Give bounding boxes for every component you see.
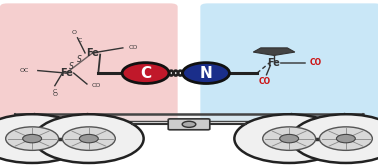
Text: O: O bbox=[52, 92, 57, 97]
Circle shape bbox=[336, 134, 355, 143]
Circle shape bbox=[291, 114, 378, 163]
Circle shape bbox=[62, 127, 115, 150]
Text: O: O bbox=[71, 30, 76, 35]
Circle shape bbox=[183, 63, 229, 83]
Ellipse shape bbox=[174, 71, 178, 76]
Circle shape bbox=[23, 134, 42, 143]
Circle shape bbox=[122, 63, 169, 83]
FancyBboxPatch shape bbox=[0, 3, 178, 121]
FancyBboxPatch shape bbox=[200, 3, 378, 121]
Text: OC: OC bbox=[20, 68, 29, 73]
FancyBboxPatch shape bbox=[168, 119, 210, 130]
Text: Fe: Fe bbox=[268, 58, 280, 68]
Polygon shape bbox=[253, 48, 295, 55]
Circle shape bbox=[182, 121, 196, 127]
Circle shape bbox=[280, 134, 299, 143]
Text: CO: CO bbox=[129, 45, 138, 50]
Text: CO: CO bbox=[259, 77, 271, 86]
Text: Fe: Fe bbox=[86, 48, 99, 58]
Ellipse shape bbox=[169, 71, 173, 76]
Circle shape bbox=[234, 114, 344, 163]
Circle shape bbox=[79, 134, 98, 143]
Text: CO: CO bbox=[310, 58, 322, 67]
Text: C: C bbox=[53, 89, 57, 94]
Circle shape bbox=[6, 127, 59, 150]
Ellipse shape bbox=[178, 71, 182, 76]
Text: N: N bbox=[200, 66, 212, 81]
Circle shape bbox=[0, 114, 87, 163]
Circle shape bbox=[263, 127, 316, 150]
Text: C: C bbox=[77, 38, 82, 43]
Circle shape bbox=[34, 114, 144, 163]
Text: Fe: Fe bbox=[60, 68, 73, 78]
Text: S: S bbox=[70, 62, 74, 71]
Text: CO: CO bbox=[92, 83, 101, 88]
Circle shape bbox=[319, 127, 372, 150]
Text: S: S bbox=[77, 55, 82, 64]
Text: C: C bbox=[140, 66, 151, 81]
